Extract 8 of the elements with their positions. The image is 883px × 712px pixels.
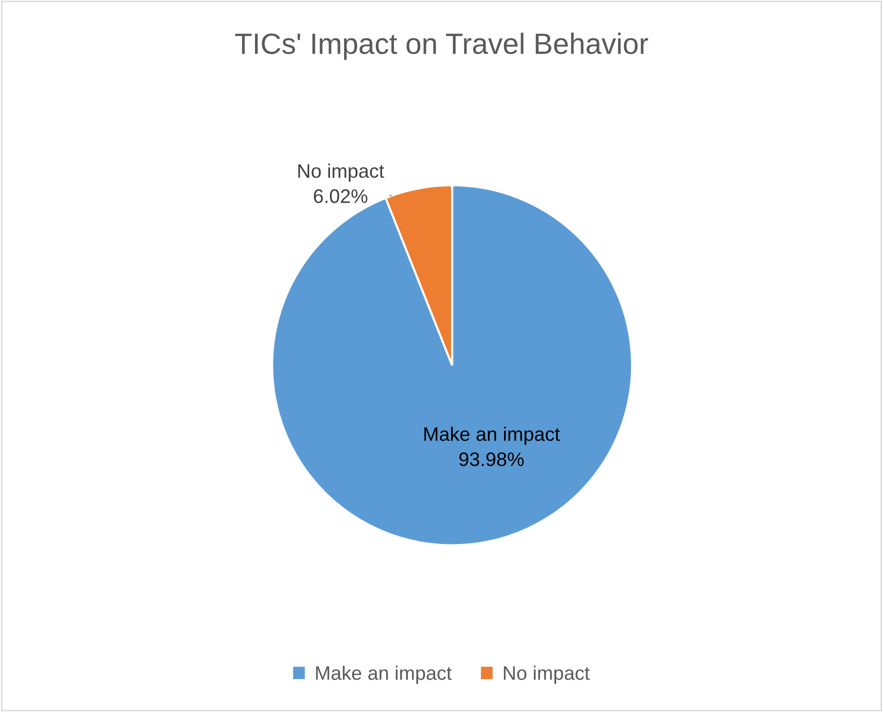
slice-label: No impact <box>298 164 384 182</box>
slice-label: Make an impact <box>424 426 560 445</box>
pie-slice <box>271 184 634 546</box>
data-label: 93.98% <box>459 452 524 466</box>
chart-title: TICs' Impact on Travel Behavior <box>235 32 648 60</box>
data-label: 6.02% <box>314 189 368 204</box>
legend-label: Make an impact <box>316 666 452 684</box>
legend-label: No impact <box>504 666 590 684</box>
